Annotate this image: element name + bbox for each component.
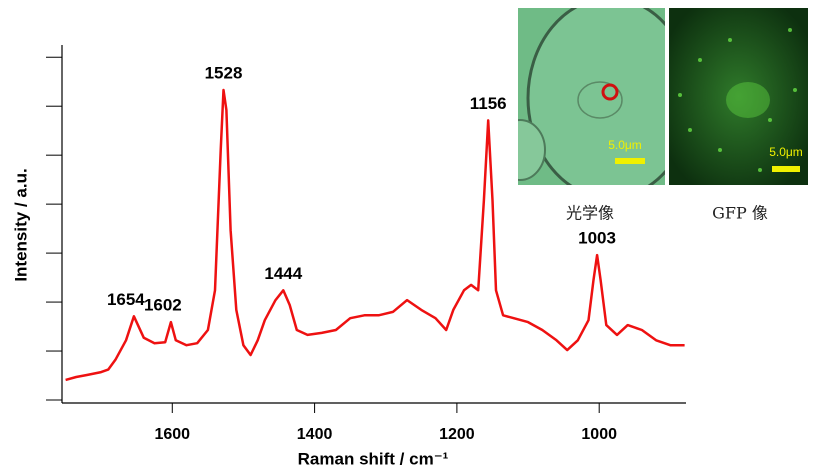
x-tick-label: 1000 [581,426,617,443]
scale-bar-label: 5.0μm [769,145,803,159]
x-tick-label: 1600 [154,426,190,443]
inset-caption: 光学像 [566,204,614,223]
peak-label: 1528 [205,64,243,83]
spectrum-line [65,88,685,382]
x-axis-label: Raman shift / cm⁻¹ [298,449,449,468]
peak-label: 1602 [144,296,182,315]
scale-bar-label: 5.0μm [608,138,642,152]
y-axis-label: Intensity / a.u. [11,168,30,281]
x-tick-label: 1200 [439,426,475,443]
peak-label: 1444 [264,264,302,283]
peak-label: 1654 [107,290,145,309]
optical-image: 5.0μm [518,8,665,185]
gfp-image: 5.0μm [669,8,808,185]
x-tick-label: 1400 [297,426,333,443]
inset-caption: GFP 像 [712,204,768,223]
peak-label: 1003 [578,229,616,248]
peak-label: 1156 [470,94,507,113]
